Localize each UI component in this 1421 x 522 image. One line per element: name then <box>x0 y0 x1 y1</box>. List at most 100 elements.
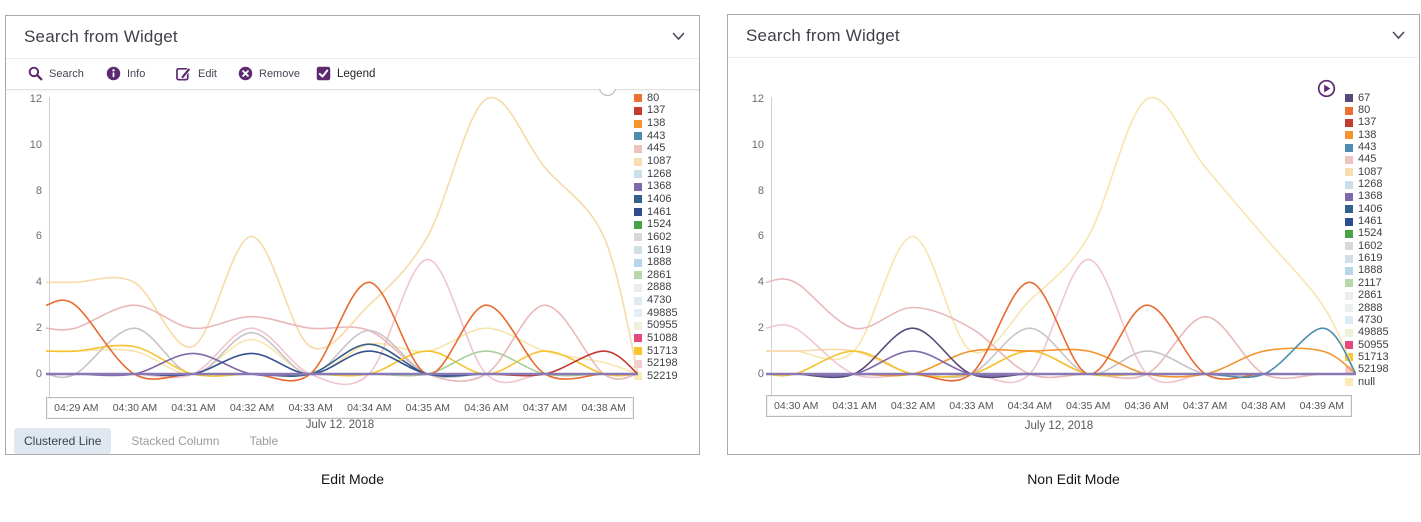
x-tick-label: 04:30 AM <box>774 400 819 412</box>
legend-swatch <box>1345 304 1353 313</box>
legend-item-443[interactable]: 443 <box>634 130 699 143</box>
legend-item-2888[interactable]: 2888 <box>634 282 699 295</box>
caption-edit-mode: Edit Mode <box>320 471 385 487</box>
legend-item-1368[interactable]: 1368 <box>1345 191 1411 203</box>
legend-label: 1619 <box>647 243 672 256</box>
legend-label: 1602 <box>1358 239 1383 252</box>
legend-label: 138 <box>1358 128 1377 141</box>
collapse-chevron-icon[interactable] <box>672 32 685 41</box>
legend-item-67[interactable]: 67 <box>1345 92 1411 104</box>
toolbar-remove-button[interactable]: Remove <box>238 66 300 81</box>
legend-item-443[interactable]: 443 <box>1345 141 1411 153</box>
legend-swatch <box>634 208 642 217</box>
legend-item-1602[interactable]: 1602 <box>634 231 699 244</box>
legend-item-4730[interactable]: 4730 <box>1345 314 1411 326</box>
legend-item-137[interactable]: 137 <box>634 105 699 118</box>
collapse-chevron-icon[interactable] <box>1392 31 1405 40</box>
legend-item-1888[interactable]: 1888 <box>1345 265 1411 277</box>
legend-swatch <box>634 233 642 242</box>
legend-label: 4730 <box>647 294 672 307</box>
legend-item-50955[interactable]: 50955 <box>1345 339 1411 351</box>
y-tick-label: 8 <box>35 184 42 197</box>
legend-item-2117[interactable]: 2117 <box>1345 277 1411 289</box>
legend-item-1888[interactable]: 1888 <box>634 256 699 269</box>
y-tick-label: 6 <box>35 230 42 243</box>
legend-item-1619[interactable]: 1619 <box>634 244 699 257</box>
legend-swatch <box>1345 242 1353 251</box>
legend-item-1087[interactable]: 1087 <box>634 155 699 168</box>
legend-item-1602[interactable]: 1602 <box>1345 240 1411 252</box>
legend-swatch <box>1345 365 1353 374</box>
legend-item-1406[interactable]: 1406 <box>1345 203 1411 215</box>
widget-toolbar: Search Info Edit Remove Legend <box>6 59 699 90</box>
tab-table[interactable]: Table <box>249 434 279 448</box>
toolbar-search-button[interactable]: Search <box>28 66 84 81</box>
legend-label: 1461 <box>1358 215 1383 228</box>
legend-item-445[interactable]: 445 <box>634 143 699 156</box>
legend-swatch <box>634 271 642 280</box>
legend-item-null[interactable]: null <box>1345 376 1411 388</box>
legend-label: 1888 <box>1358 264 1383 277</box>
legend-label: 50955 <box>1358 338 1389 351</box>
x-tick-label: 04:38 AM <box>581 402 626 414</box>
legend-item-80[interactable]: 80 <box>634 92 699 105</box>
legend-swatch <box>1345 217 1353 226</box>
legend-item-52219[interactable]: 52219 <box>634 370 699 383</box>
legend-label: 445 <box>647 142 666 155</box>
legend-item-49885[interactable]: 49885 <box>1345 327 1411 339</box>
line-plot <box>46 96 638 386</box>
legend-item-1524[interactable]: 1524 <box>634 218 699 231</box>
y-tick-label: 4 <box>757 276 764 289</box>
y-tick-label: 2 <box>757 322 764 335</box>
legend-label: 2888 <box>647 281 672 294</box>
legend-item-52198[interactable]: 52198 <box>634 357 699 370</box>
legend-item-2861[interactable]: 2861 <box>634 269 699 282</box>
legend-label: 1524 <box>1358 227 1383 240</box>
legend-label: 1087 <box>647 155 672 168</box>
legend-label: 2861 <box>647 268 672 281</box>
legend-item-51088[interactable]: 51088 <box>634 332 699 345</box>
legend-item-51713[interactable]: 51713 <box>634 345 699 358</box>
legend-item-1619[interactable]: 1619 <box>1345 252 1411 264</box>
legend-item-1268[interactable]: 1268 <box>634 168 699 181</box>
legend-item-1461[interactable]: 1461 <box>634 206 699 219</box>
tab-clustered-line[interactable]: Clustered Line <box>14 428 112 454</box>
legend-item-4730[interactable]: 4730 <box>634 294 699 307</box>
legend-swatch <box>634 347 642 356</box>
legend-label: 137 <box>647 104 666 117</box>
legend-item-1087[interactable]: 1087 <box>1345 166 1411 178</box>
legend-item-50955[interactable]: 50955 <box>634 320 699 333</box>
legend-item-1268[interactable]: 1268 <box>1345 178 1411 190</box>
legend-item-1368[interactable]: 1368 <box>634 180 699 193</box>
play-button-icon[interactable] <box>1317 79 1336 98</box>
series-line-null <box>766 96 1356 375</box>
legend-item-80[interactable]: 80 <box>1345 104 1411 116</box>
series-line-51713 <box>46 344 638 377</box>
series-line-52198 <box>46 258 638 386</box>
tab-stacked-column[interactable]: Stacked Column <box>131 434 220 448</box>
y-tick-label: 10 <box>29 138 42 151</box>
legend-item-2861[interactable]: 2861 <box>1345 290 1411 302</box>
legend-item-137[interactable]: 137 <box>1345 117 1411 129</box>
checkbox-checked-icon <box>316 66 331 81</box>
x-tick-label: 04:37 AM <box>1182 400 1228 412</box>
legend-swatch <box>634 309 642 318</box>
legend-item-49885[interactable]: 49885 <box>634 307 699 320</box>
legend-item-138[interactable]: 138 <box>1345 129 1411 141</box>
legend-swatch <box>634 334 642 343</box>
chart-area-non-edit: July 12, 2018 67 80 137 138 443 445 1087 1268 13… <box>728 58 1419 450</box>
toolbar-edit-button[interactable]: Edit <box>176 66 217 81</box>
legend-item-1461[interactable]: 1461 <box>1345 215 1411 227</box>
series-line-52198 <box>766 258 1356 384</box>
legend-item-138[interactable]: 138 <box>634 117 699 130</box>
legend-checkbox[interactable]: Legend <box>316 66 375 81</box>
y-tick-label: 4 <box>35 276 42 289</box>
legend-item-445[interactable]: 445 <box>1345 154 1411 166</box>
legend-label: 1268 <box>1358 178 1383 191</box>
legend-item-1406[interactable]: 1406 <box>634 193 699 206</box>
legend-swatch <box>1345 266 1353 275</box>
legend-item-1524[interactable]: 1524 <box>1345 228 1411 240</box>
legend-item-52198[interactable]: 52198 <box>1345 364 1411 376</box>
legend-item-2888[interactable]: 2888 <box>1345 302 1411 314</box>
toolbar-info-button[interactable]: Info <box>106 66 145 81</box>
